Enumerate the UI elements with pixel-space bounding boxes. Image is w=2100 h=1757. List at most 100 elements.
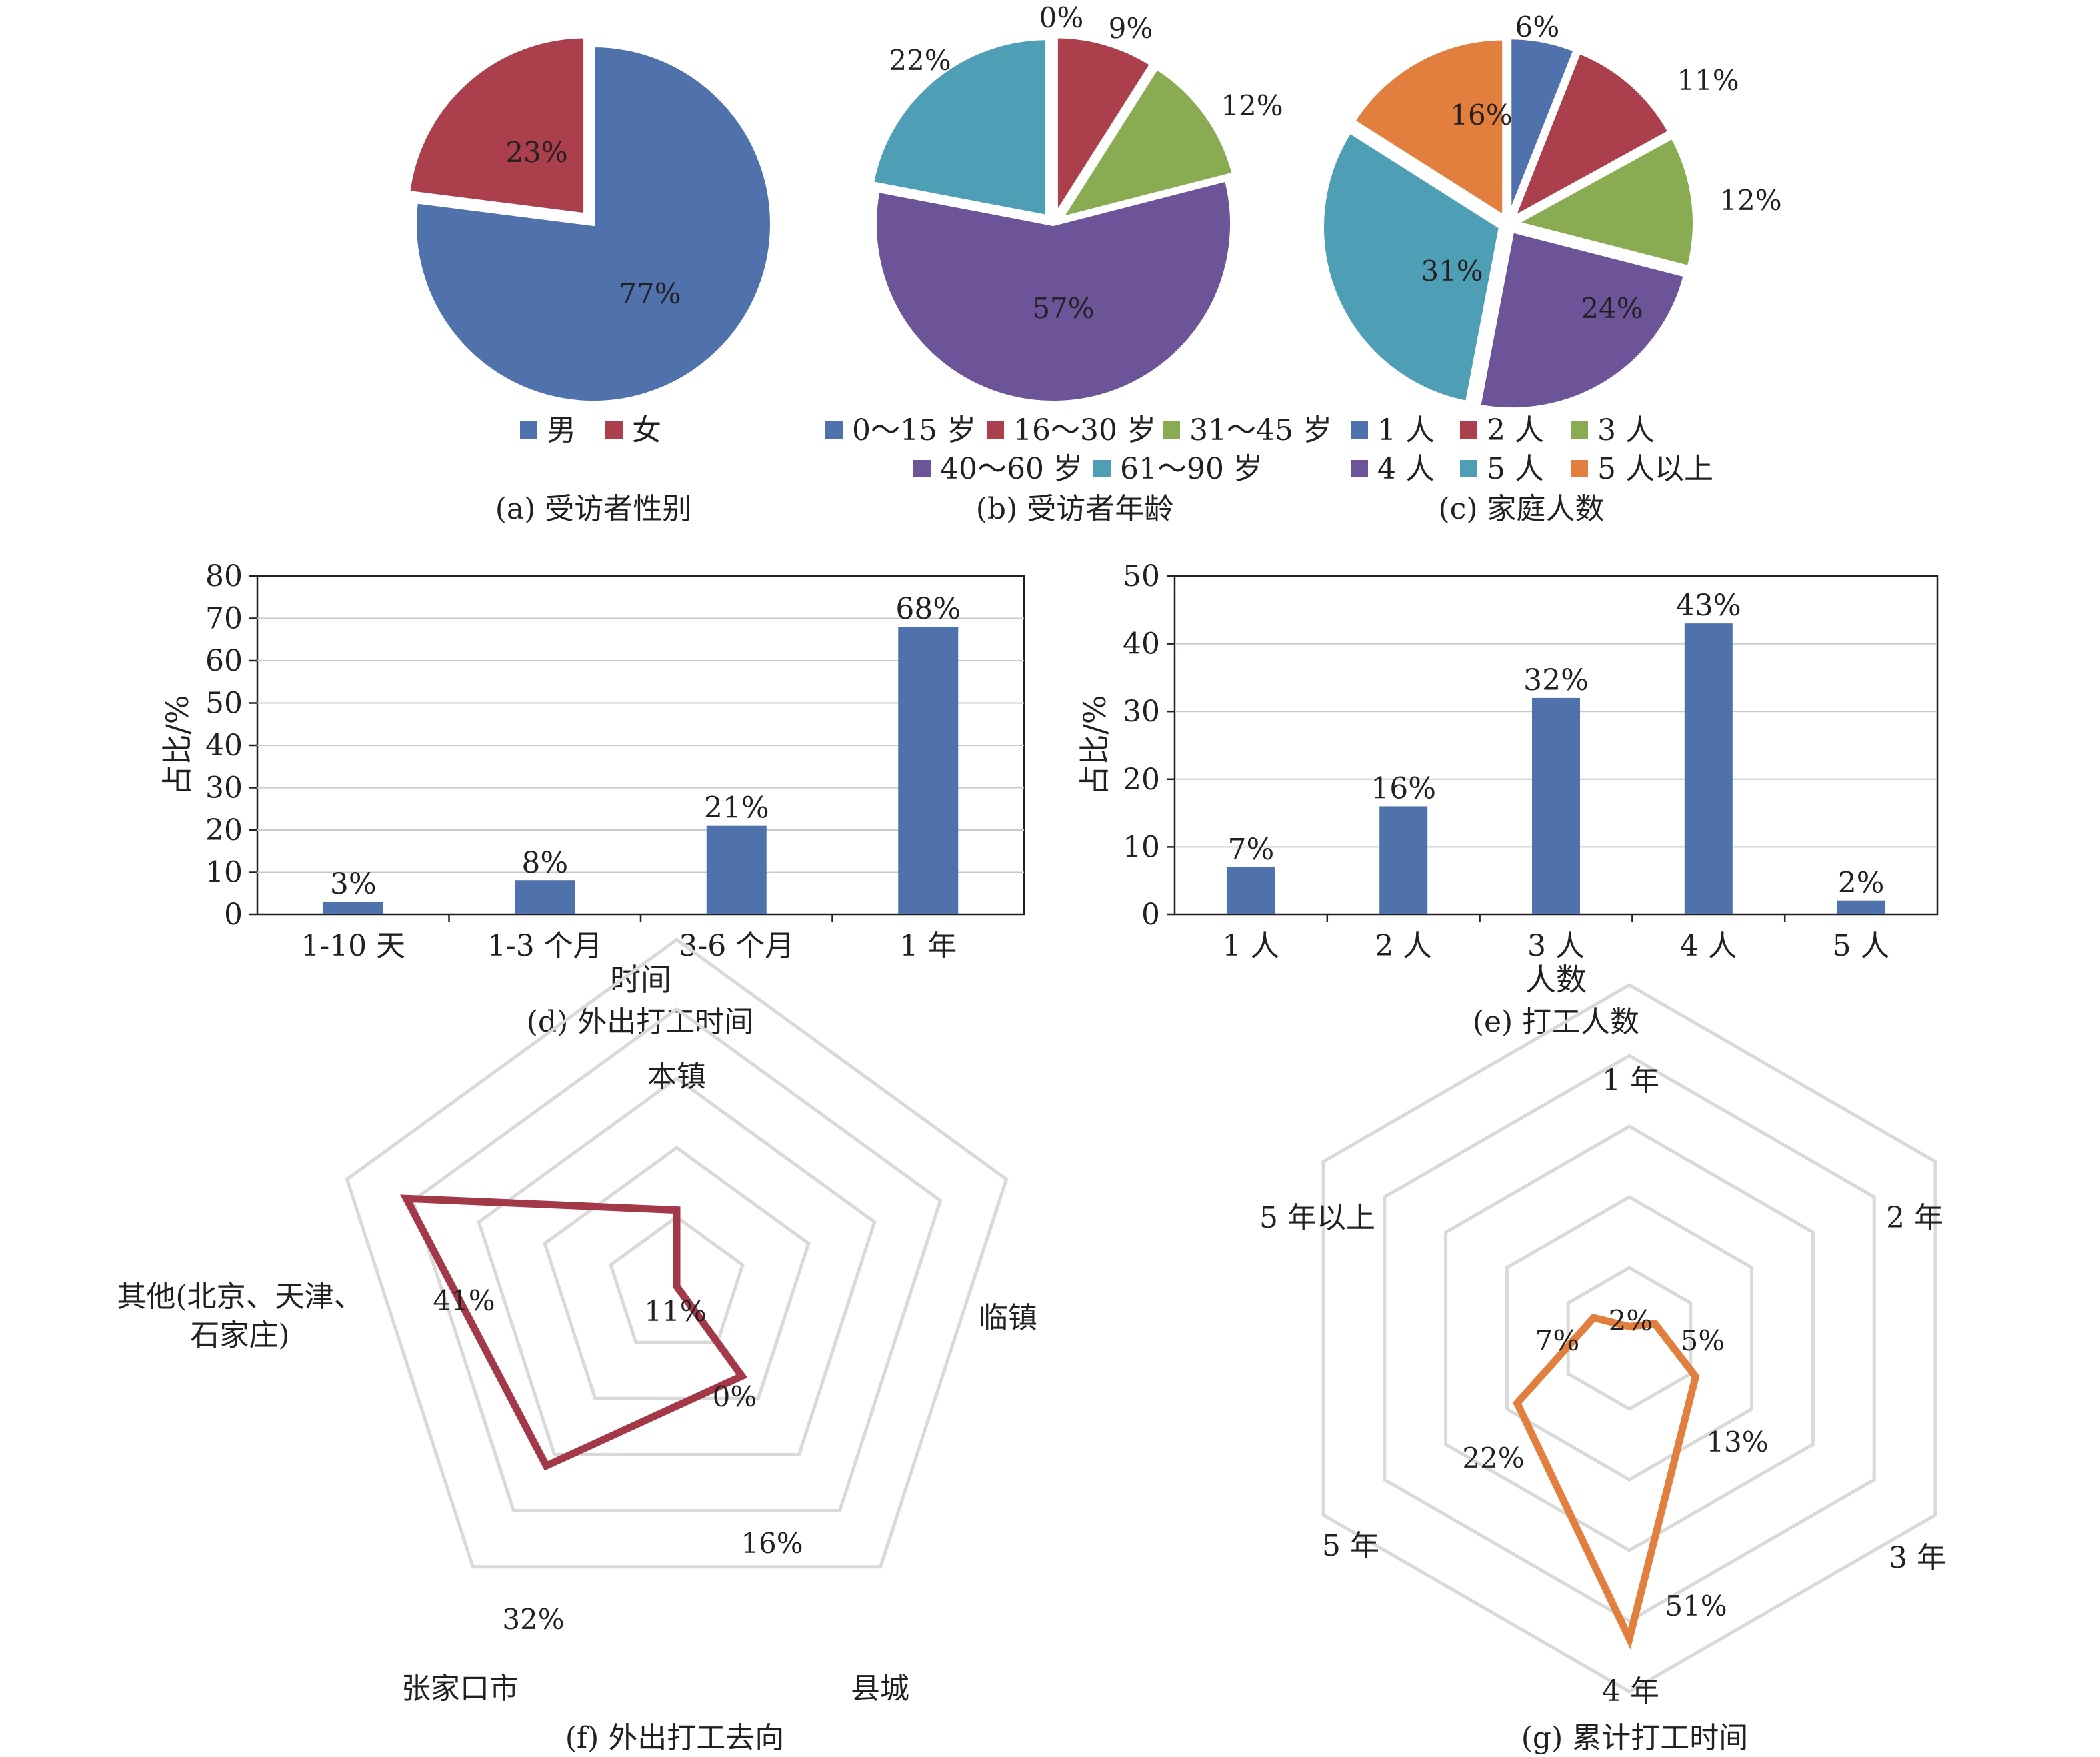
- bar-data-label: 2%: [1838, 867, 1885, 900]
- chart-caption: (g) 累计打工时间: [1521, 1721, 1748, 1755]
- pie-slice: [873, 177, 1235, 405]
- chart-caption: (e) 打工人数: [1473, 1005, 1639, 1039]
- radar-ring: [345, 937, 1009, 1569]
- legend-entry: 40～60 岁: [940, 452, 1083, 486]
- pie-slice: [1320, 129, 1503, 405]
- legend-entry: 16～30 岁: [1013, 413, 1156, 447]
- bar-chart-d: 0 10 20 30 40 50 60 70 80 3% 1-10 天 8% 1-3 个月 21% 3-6 …: [159, 559, 1025, 1039]
- legend-entry: 1 人: [1377, 413, 1435, 447]
- bar-data-label: 7%: [1227, 833, 1274, 867]
- radar-ring: [1383, 1054, 1876, 1623]
- radar-data-label: 16%: [741, 1527, 803, 1560]
- y-axis-label: 占比/%: [159, 695, 195, 795]
- y-tick-label: 30: [1123, 695, 1160, 729]
- legend-swatch: [1093, 460, 1111, 477]
- radar-ring: [1321, 983, 1937, 1694]
- y-tick-label: 10: [1123, 830, 1160, 864]
- pie-data-label: 12%: [1221, 89, 1283, 122]
- x-tick-label: 2 人: [1375, 929, 1432, 963]
- radar-data-label: 13%: [1706, 1426, 1768, 1458]
- pie-data-label: 23%: [505, 136, 567, 169]
- pie-data-label: 31%: [1421, 255, 1483, 287]
- legend-entry: 男: [547, 413, 576, 447]
- pie-slice: [1476, 228, 1688, 412]
- radar-data-label: 11%: [644, 1295, 706, 1328]
- pie-slice: [1507, 35, 1578, 217]
- legend-swatch: [605, 421, 623, 439]
- bar-chart-e: 0 10 20 30 40 50 7% 1 人 16% 2 人 32% 3 人 43% 4 人 2% 5 人人…: [1077, 559, 1939, 1039]
- bar: [706, 825, 767, 914]
- legend-swatch: [825, 421, 843, 439]
- radar-axis-label: 本镇: [647, 1060, 706, 1094]
- legend-swatch: [1460, 421, 1477, 439]
- radar-axis-label: 2 年: [1886, 1201, 1943, 1235]
- y-tick-label: 30: [205, 771, 243, 805]
- chart-caption: (b) 受访者年龄: [976, 492, 1173, 526]
- pie-data-label: 16%: [1450, 99, 1512, 131]
- y-tick-label: 0: [1141, 898, 1160, 932]
- radar-axis-label: 1 年: [1602, 1064, 1659, 1098]
- radar-axis-label: 临镇: [979, 1301, 1037, 1335]
- bar: [1379, 806, 1428, 914]
- legend-a: 男女: [520, 413, 661, 447]
- legend-entry: 5 人以上: [1597, 452, 1713, 486]
- legend-swatch: [520, 421, 537, 439]
- pie-slice: [1509, 49, 1673, 223]
- pie-slice: [1053, 34, 1155, 222]
- radar-series-line: [1513, 1313, 1700, 1650]
- y-tick-label: 10: [205, 856, 243, 890]
- radar-axis-label: 5 年以上: [1259, 1201, 1375, 1235]
- pie-slice: [1350, 36, 1507, 221]
- legend-c: 1 人 2 人 3 人 4 人 5 人 5 人以上: [1351, 413, 1713, 486]
- pie-slice: [1510, 134, 1697, 270]
- legend-entry: 女: [632, 413, 661, 447]
- radar-axis-label: 4 年: [1602, 1674, 1659, 1708]
- pie-chart-c: 6% 11% 12% 24% 31% 16% (c) 家庭人数: [1320, 11, 1782, 526]
- legend-swatch: [1460, 460, 1477, 477]
- legend-swatch: [1571, 421, 1588, 439]
- x-tick-label: 1 人: [1222, 929, 1279, 963]
- chart-caption: (a) 受访者性别: [495, 492, 692, 526]
- y-tick-label: 50: [1123, 559, 1160, 593]
- radar-axis-label: 5 年: [1322, 1529, 1379, 1563]
- x-tick-label: 3 人: [1527, 929, 1585, 963]
- pie-chart-a: 77% 23% (a) 受访者性别: [405, 34, 774, 526]
- legend-entry: 2 人: [1487, 413, 1544, 447]
- y-axis-label: 占比/%: [1077, 695, 1113, 795]
- pie-data-label: 77%: [619, 277, 681, 310]
- radar-axis-label: 其他(北京、天津、: [117, 1280, 363, 1314]
- legend-swatch: [987, 421, 1004, 439]
- chart-caption: (f) 外出打工去向: [565, 1721, 785, 1755]
- bar: [323, 901, 383, 914]
- y-tick-label: 0: [224, 898, 243, 932]
- legend-entry: 0～15 岁: [852, 413, 976, 447]
- pie-data-label: 9%: [1109, 12, 1153, 45]
- radar-data-label: 51%: [1665, 1590, 1727, 1622]
- y-tick-label: 40: [1123, 627, 1160, 661]
- radar-ring: [1444, 1124, 1815, 1552]
- radar-axis-label: 张家口市: [401, 1672, 519, 1706]
- y-tick-label: 60: [205, 644, 243, 678]
- legend-entry: 31～45 岁: [1189, 413, 1332, 447]
- pie-chart-b: 0% 9% 12% 57% 22% (b) 受访者年龄: [869, 1, 1283, 526]
- bar: [1227, 867, 1275, 914]
- y-tick-label: 70: [205, 602, 243, 636]
- legend-swatch: [1351, 460, 1368, 477]
- pie-data-label: 12%: [1719, 184, 1781, 217]
- y-tick-label: 20: [205, 813, 243, 847]
- radar-axis-label: 3 年: [1889, 1541, 1946, 1575]
- radar-axis-label: 石家庄): [190, 1318, 289, 1352]
- radar-ring: [411, 1006, 943, 1513]
- pie-slice: [413, 43, 774, 405]
- radar-series-line: [400, 1194, 748, 1471]
- pie-data-label: 11%: [1677, 64, 1739, 97]
- radar-data-label: 0%: [713, 1380, 757, 1413]
- radar-data-label: 41%: [433, 1284, 495, 1317]
- pie-data-label: 6%: [1515, 11, 1560, 43]
- radar-ring: [1566, 1266, 1693, 1411]
- bar-data-label: 32%: [1523, 663, 1589, 697]
- bar: [515, 880, 575, 914]
- x-tick-label: 5 人: [1833, 929, 1890, 963]
